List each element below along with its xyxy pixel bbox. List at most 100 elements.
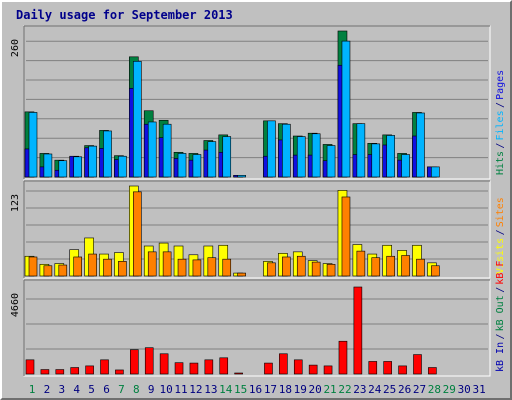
day-label-25: 25 — [383, 383, 396, 396]
day-label-21: 21 — [323, 383, 336, 396]
bar-files-day-22 — [341, 40, 351, 178]
day-label-19: 19 — [294, 383, 307, 396]
bar-files-day-9 — [147, 121, 157, 178]
panel-3-legend-1: / — [495, 333, 506, 339]
day-label-7: 7 — [118, 383, 125, 396]
bar-kb-f-day-24 — [368, 361, 378, 375]
bar-files-day-28 — [431, 166, 440, 178]
bar-sites-day-1 — [28, 256, 38, 277]
bar-sites-day-13 — [207, 257, 217, 277]
bar-kb-f-day-4 — [70, 367, 80, 375]
panel-1-legend-1: / — [495, 143, 506, 149]
bar-kb-f-day-11 — [174, 362, 184, 375]
bar-files-day-3 — [58, 160, 68, 178]
bar-sites-day-2 — [43, 265, 53, 277]
bar-sites-day-9 — [147, 251, 157, 277]
bar-sites-day-19 — [296, 255, 306, 277]
panel-2-legend-0: Visits — [495, 238, 506, 274]
bar-sites-day-11 — [177, 258, 187, 277]
bar-files-day-27 — [416, 112, 425, 178]
panel-3-max-label: 4660 — [10, 293, 21, 317]
bar-kb-f-day-27 — [413, 354, 422, 375]
bar-kb-f-day-7 — [115, 369, 124, 375]
bar-sites-day-17 — [267, 262, 276, 277]
bar-files-day-18 — [282, 123, 291, 178]
panel-1-legend-2: Files — [495, 110, 506, 140]
bar-kb-f-day-6 — [100, 359, 109, 375]
bar-sites-day-15 — [237, 272, 246, 277]
bar-kb-f-day-21 — [323, 365, 333, 375]
bar-kb-f-day-10 — [159, 353, 169, 375]
day-label-22: 22 — [338, 383, 351, 396]
day-label-27: 27 — [413, 383, 426, 396]
bar-files-day-7 — [118, 155, 127, 178]
panel-1-legend-3: / — [495, 102, 506, 108]
bar-sites-day-18 — [282, 256, 291, 277]
bar-files-day-14 — [222, 136, 232, 178]
bar-files-day-17 — [267, 120, 276, 178]
bar-kb-f-day-14 — [219, 357, 229, 375]
bar-kb-f-day-8 — [130, 349, 139, 375]
bar-files-day-12 — [192, 154, 202, 178]
bar-kb-f-day-23 — [353, 286, 363, 375]
bar-files-day-4 — [73, 156, 83, 178]
bar-kb-f-day-2 — [40, 369, 50, 375]
bar-sites-day-24 — [371, 257, 381, 277]
bar-sites-day-26 — [401, 255, 410, 277]
day-label-14: 14 — [219, 383, 233, 396]
day-label-30: 30 — [458, 383, 471, 396]
bar-sites-day-7 — [118, 261, 127, 277]
day-label-15: 15 — [234, 383, 247, 396]
bar-kb-f-day-9 — [144, 347, 154, 375]
bar-files-day-19 — [296, 136, 306, 178]
panel-1-legend-0: Hits — [495, 151, 506, 175]
bar-kb-f-day-26 — [398, 365, 407, 375]
bar-sites-day-5 — [88, 253, 97, 277]
day-label-20: 20 — [309, 383, 322, 396]
day-label-18: 18 — [279, 383, 292, 396]
bar-files-day-8 — [133, 61, 142, 178]
chart-title: Daily usage for September 2013 — [16, 8, 233, 22]
bar-sites-day-4 — [73, 256, 83, 277]
bar-kb-f-day-12 — [189, 362, 199, 375]
bar-kb-f-day-1 — [25, 359, 35, 375]
day-label-29: 29 — [443, 383, 456, 396]
bar-kb-f-day-3 — [55, 369, 65, 375]
bar-files-day-23 — [356, 123, 366, 178]
bar-files-day-21 — [326, 145, 336, 178]
day-label-17: 17 — [264, 383, 277, 396]
day-label-11: 11 — [174, 383, 187, 396]
panel-3-legend-3: / — [495, 287, 506, 293]
bar-files-day-25 — [386, 135, 395, 178]
bar-files-day-5 — [88, 145, 97, 178]
bar-kb-f-day-25 — [383, 361, 392, 375]
bar-files-day-10 — [162, 123, 172, 178]
bar-sites-day-22 — [341, 196, 351, 277]
bar-sites-day-25 — [386, 255, 395, 277]
bar-kb-f-day-22 — [338, 340, 348, 375]
day-label-13: 13 — [204, 383, 217, 396]
day-label-16: 16 — [249, 383, 262, 396]
bar-kb-f-day-20 — [308, 364, 318, 375]
bar-sites-day-12 — [192, 259, 202, 277]
panel-1-max-label: 260 — [10, 39, 21, 57]
bar-sites-day-14 — [222, 258, 232, 277]
bar-sites-day-28 — [431, 265, 440, 277]
day-label-1: 1 — [29, 383, 36, 396]
panel-1-legend-4: Pages — [495, 70, 506, 100]
panel-2-max-label: 123 — [10, 194, 21, 212]
bar-sites-day-8 — [133, 191, 142, 277]
day-label-31: 31 — [472, 383, 485, 396]
bar-kb-f-day-18 — [279, 353, 288, 375]
day-label-26: 26 — [398, 383, 411, 396]
bar-kb-f-day-13 — [204, 359, 214, 375]
panel-2-legend-2: Sites — [495, 197, 506, 227]
bar-kb-f-day-19 — [293, 359, 303, 375]
bar-sites-day-3 — [58, 264, 68, 277]
bar-files-day-1 — [28, 112, 38, 178]
day-label-2: 2 — [44, 383, 51, 396]
bar-kb-f-day-17 — [264, 362, 273, 375]
bar-kb-f-day-15 — [234, 372, 243, 375]
bar-files-day-6 — [103, 130, 112, 178]
